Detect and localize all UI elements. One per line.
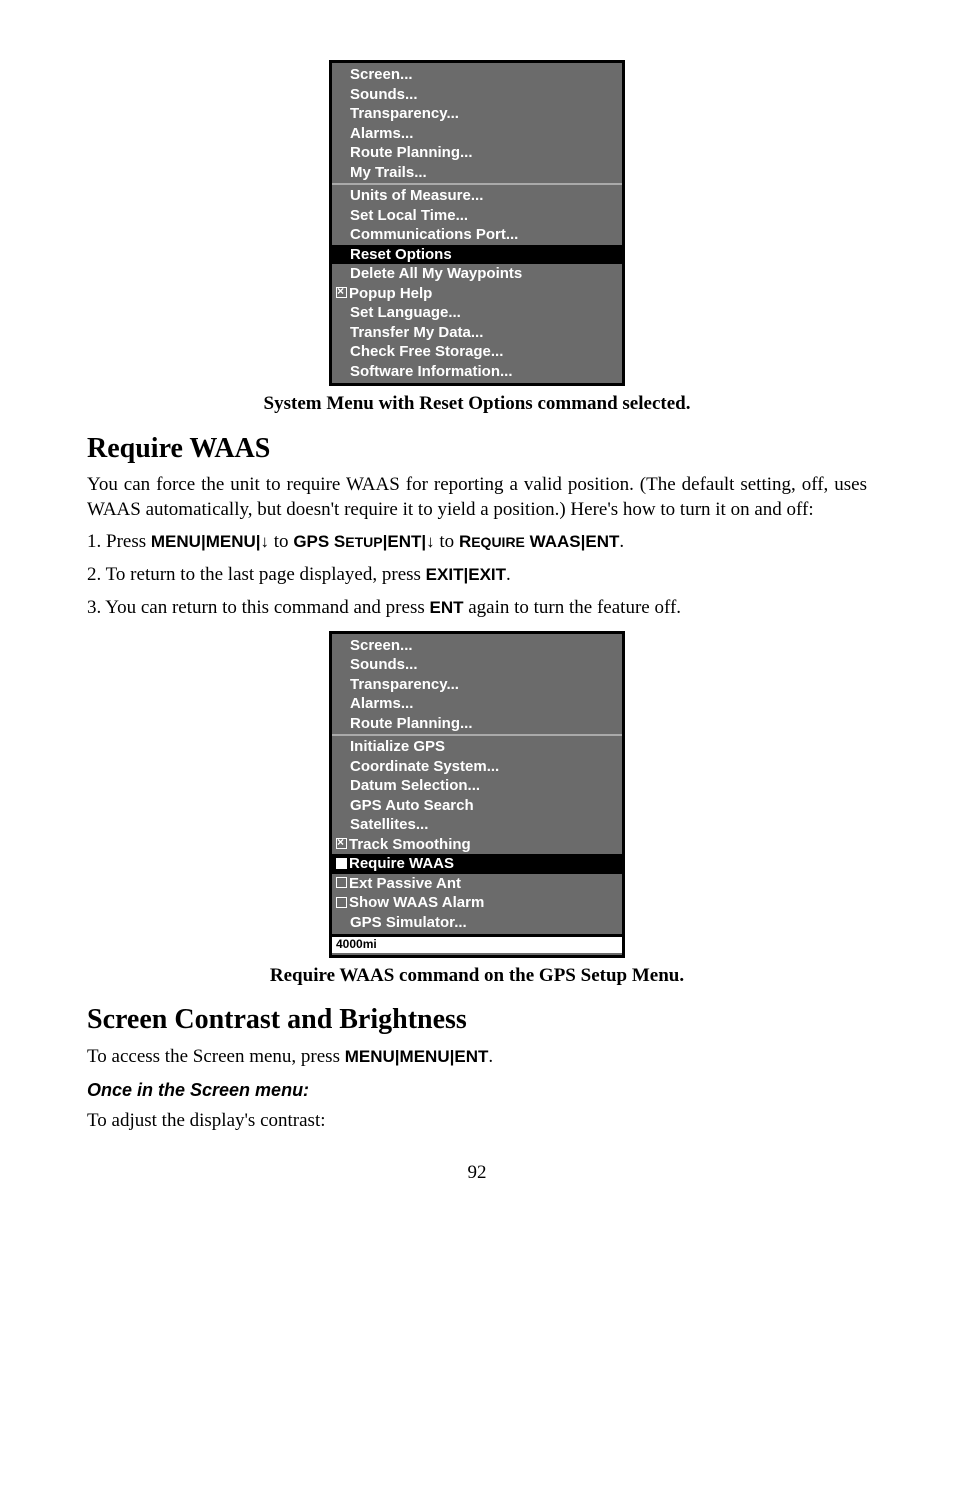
step-text: 2. To return to the last page displayed,… xyxy=(87,564,426,585)
key-label: ENT xyxy=(454,1047,488,1066)
step-3: 3. You can return to this command and pr… xyxy=(87,596,867,621)
menu-item: Check Free Storage... xyxy=(332,342,622,362)
menu-item: Route Planning... xyxy=(332,714,622,734)
menu-item: GPS Simulator... xyxy=(332,913,622,933)
key-label: WAAS xyxy=(525,532,581,551)
key-label-sc: EQUIRE xyxy=(471,534,525,550)
body-text: You can force the unit to require WAAS f… xyxy=(87,473,867,522)
checkbox-label: Track Smoothing xyxy=(349,836,471,853)
step-text: . xyxy=(506,564,511,585)
menu-item: Sounds... xyxy=(332,85,622,105)
menu-item: Alarms... xyxy=(332,694,622,714)
menu-item: Sounds... xyxy=(332,655,622,675)
menu-item: Satellites... xyxy=(332,815,622,835)
menu-item: Screen... xyxy=(332,636,622,656)
system-menu-screenshot: Screen... Sounds... Transparency... Alar… xyxy=(329,60,625,386)
checkbox-label: Ext Passive Ant xyxy=(349,875,461,892)
checkbox-selected-icon xyxy=(336,858,347,869)
screenshot-footer: 4000mi xyxy=(332,934,622,953)
body-text-span: . xyxy=(488,1046,493,1067)
key-label: MENU xyxy=(400,1047,450,1066)
key-label: GPS S xyxy=(293,532,345,551)
menu-item: Transparency... xyxy=(332,104,622,124)
page-number: 92 xyxy=(87,1161,867,1186)
key-label: EXIT xyxy=(468,565,506,584)
checkbox-checked-icon xyxy=(336,838,347,849)
step-text: 1. Press xyxy=(87,531,151,552)
menu-item-selected: Reset Options xyxy=(332,245,622,265)
body-text: To adjust the display's contrast: xyxy=(87,1109,867,1134)
body-text-span: To access the Screen menu, press xyxy=(87,1046,345,1067)
step-text: 3. You can return to this command and pr… xyxy=(87,597,429,618)
menu-item: Units of Measure... xyxy=(332,186,622,206)
step-text: to xyxy=(435,531,459,552)
key-label: MENU xyxy=(151,532,201,551)
menu-item-checkbox: Track Smoothing xyxy=(332,835,622,855)
menu-item: Initialize GPS xyxy=(332,737,622,757)
menu-item: My Trails... xyxy=(332,163,622,183)
menu-item: Software Information... xyxy=(332,362,622,382)
menu-item: Set Language... xyxy=(332,303,622,323)
menu-item: Coordinate System... xyxy=(332,757,622,777)
menu-item: GPS Auto Search xyxy=(332,796,622,816)
menu-item: Route Planning... xyxy=(332,143,622,163)
key-label: R xyxy=(459,532,471,551)
key-label: EXIT xyxy=(426,565,464,584)
down-arrow-icon: ↓ xyxy=(426,532,435,551)
menu-item: Delete All My Waypoints xyxy=(332,264,622,284)
subheading-once-in-screen: Once in the Screen menu: xyxy=(87,1079,867,1102)
checkbox-label: Require WAAS xyxy=(349,855,454,872)
menu-item: Alarms... xyxy=(332,124,622,144)
key-label: ENT xyxy=(387,532,421,551)
checkbox-label: Popup Help xyxy=(349,285,432,302)
down-arrow-icon: ↓ xyxy=(261,532,270,551)
checkbox-checked-icon xyxy=(336,287,347,298)
heading-require-waas: Require WAAS xyxy=(87,431,867,467)
menu-item-checkbox: Show WAAS Alarm xyxy=(332,893,622,913)
menu-item: Datum Selection... xyxy=(332,776,622,796)
menu-item-checkbox: Ext Passive Ant xyxy=(332,874,622,894)
step-text: to xyxy=(269,531,293,552)
step-text: again to turn the feature off. xyxy=(463,597,681,618)
heading-screen-contrast: Screen Contrast and Brightness xyxy=(87,1002,867,1038)
checkbox-unchecked-icon xyxy=(336,897,347,908)
key-label: MENU xyxy=(345,1047,395,1066)
key-label: ENT xyxy=(429,598,463,617)
checkbox-unchecked-icon xyxy=(336,877,347,888)
step-2: 2. To return to the last page displayed,… xyxy=(87,563,867,588)
key-label: MENU xyxy=(206,532,256,551)
menu-item: Screen... xyxy=(332,65,622,85)
step-1: 1. Press MENU|MENU|↓ to GPS SETUP|ENT|↓ … xyxy=(87,530,867,555)
menu-divider xyxy=(332,734,622,736)
menu-item: Transparency... xyxy=(332,675,622,695)
menu-item: Communications Port... xyxy=(332,225,622,245)
menu-item-checkbox: Popup Help xyxy=(332,284,622,304)
key-label: ENT xyxy=(585,532,619,551)
key-label-sc: ETUP xyxy=(345,534,382,550)
step-text: . xyxy=(619,531,624,552)
menu-divider xyxy=(332,183,622,185)
checkbox-label: Show WAAS Alarm xyxy=(349,894,484,911)
gps-setup-menu-screenshot: Screen... Sounds... Transparency... Alar… xyxy=(329,631,625,958)
menu-item-selected: Require WAAS xyxy=(332,854,622,874)
body-text: To access the Screen menu, press MENU|ME… xyxy=(87,1045,867,1070)
screenshot1-caption: System Menu with Reset Options command s… xyxy=(87,392,867,417)
screenshot2-caption: Require WAAS command on the GPS Setup Me… xyxy=(87,964,867,989)
menu-item: Transfer My Data... xyxy=(332,323,622,343)
menu-item: Set Local Time... xyxy=(332,206,622,226)
